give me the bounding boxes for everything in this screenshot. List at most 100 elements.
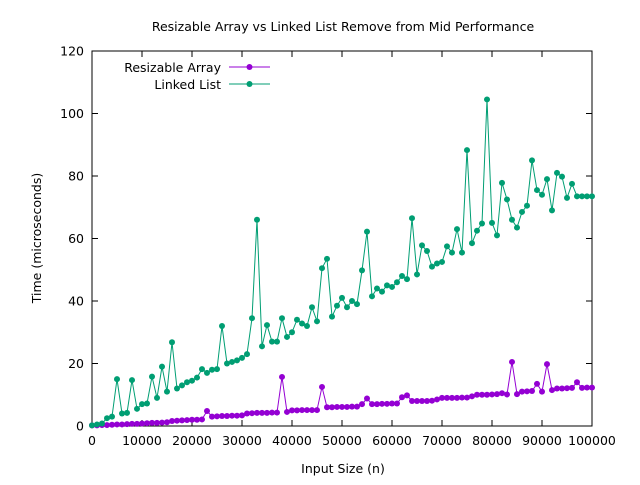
data-point-resizable-array (154, 419, 160, 426)
data-point-linked-list (314, 318, 320, 325)
data-point-resizable-array (299, 407, 305, 414)
data-point-resizable-array (589, 384, 595, 391)
x-axis-title: Input Size (n) (301, 461, 385, 476)
data-point-resizable-array (539, 388, 545, 395)
data-point-linked-list (479, 220, 485, 227)
data-point-linked-list (274, 338, 280, 345)
data-point-linked-list (484, 96, 490, 103)
y-tick-label: 120 (60, 44, 84, 59)
plot-area: 0 10000 20000 30000 40000 50000 60000 70000 8000… (60, 44, 616, 449)
data-point-linked-list (439, 258, 445, 265)
y-tick-label: 40 (68, 294, 84, 309)
data-point-resizable-array (544, 361, 550, 368)
data-point-linked-list (129, 377, 135, 384)
data-point-linked-list (249, 315, 255, 322)
data-point-resizable-array (429, 397, 435, 404)
data-point-linked-list (444, 243, 450, 250)
data-point-resizable-array (349, 403, 355, 410)
data-point-resizable-array (359, 401, 365, 408)
data-point-linked-list (529, 157, 535, 164)
data-point-resizable-array (194, 416, 200, 423)
data-point-resizable-array (389, 400, 395, 407)
data-point-resizable-array (139, 420, 145, 427)
data-point-resizable-array (114, 421, 120, 428)
data-point-linked-list (154, 394, 160, 401)
data-point-linked-list (324, 255, 330, 262)
y-tick-label: 100 (60, 106, 84, 121)
x-tick-label: 30000 (222, 433, 262, 448)
data-point-resizable-array (214, 413, 220, 420)
y-tick-label: 20 (68, 356, 84, 371)
data-point-resizable-array (344, 403, 350, 410)
data-point-resizable-array (574, 379, 580, 386)
data-point-resizable-array (404, 392, 410, 399)
data-point-resizable-array (449, 394, 455, 401)
data-point-resizable-array (219, 413, 225, 419)
data-point-resizable-array (524, 388, 530, 395)
data-point-resizable-array (584, 384, 590, 391)
x-tick-label: 10000 (122, 433, 162, 448)
data-point-linked-list (239, 354, 245, 361)
data-point-linked-list (364, 228, 370, 235)
data-point-linked-list (549, 207, 555, 214)
data-point-linked-list (214, 366, 220, 373)
data-point-linked-list (389, 283, 395, 290)
data-point-linked-list (574, 193, 580, 200)
data-point-linked-list (489, 219, 495, 226)
data-point-resizable-array (369, 401, 375, 408)
data-point-resizable-array (259, 409, 265, 416)
data-point-resizable-array (374, 401, 380, 408)
data-point-linked-list (124, 409, 130, 416)
legend-marker-linked-list (246, 81, 253, 87)
data-point-linked-list (544, 176, 550, 183)
data-point-resizable-array (559, 385, 565, 392)
data-point-linked-list (264, 322, 270, 329)
data-point-linked-list (469, 240, 475, 247)
x-tick-label: 40000 (272, 433, 312, 448)
data-point-resizable-array (504, 391, 510, 398)
data-point-resizable-array (144, 420, 150, 427)
data-point-linked-list (554, 169, 560, 176)
data-point-linked-list (254, 216, 260, 223)
data-point-linked-list (94, 421, 100, 428)
data-point-linked-list (144, 400, 150, 407)
data-point-resizable-array (484, 391, 490, 398)
data-point-linked-list (359, 267, 365, 274)
data-point-resizable-array (264, 409, 270, 416)
data-point-linked-list (354, 301, 360, 308)
y-tick-label: 60 (68, 231, 84, 246)
data-point-resizable-array (284, 408, 290, 415)
data-point-linked-list (134, 405, 140, 412)
data-point-linked-list (329, 313, 335, 320)
data-point-resizable-array (379, 400, 385, 407)
data-point-linked-list (119, 410, 125, 417)
data-point-resizable-array (489, 391, 495, 398)
y-tick-label: 80 (68, 169, 84, 184)
data-point-linked-list (104, 415, 110, 422)
data-point-resizable-array (564, 385, 570, 392)
data-point-linked-list (534, 187, 540, 194)
data-point-resizable-array (569, 384, 575, 391)
legend-marker-resizable-array (246, 64, 253, 70)
data-point-resizable-array (179, 417, 185, 424)
data-point-resizable-array (239, 412, 245, 419)
data-point-linked-list (109, 413, 115, 420)
data-point-linked-list (464, 147, 470, 154)
data-point-resizable-array (289, 407, 295, 414)
data-point-resizable-array (499, 390, 505, 397)
data-point-linked-list (399, 273, 405, 279)
data-point-resizable-array (134, 420, 140, 427)
data-point-resizable-array (439, 394, 445, 401)
data-point-linked-list (499, 179, 505, 186)
series-resizable-array (89, 358, 595, 429)
data-point-resizable-array (474, 391, 480, 398)
data-point-linked-list (394, 279, 400, 286)
data-point-resizable-array (244, 410, 250, 417)
data-point-linked-list (569, 180, 575, 187)
series-linked-list (89, 96, 595, 429)
data-point-linked-list (449, 249, 455, 256)
data-point-resizable-array (579, 384, 585, 391)
data-point-resizable-array (444, 394, 450, 401)
data-point-resizable-array (479, 391, 485, 398)
